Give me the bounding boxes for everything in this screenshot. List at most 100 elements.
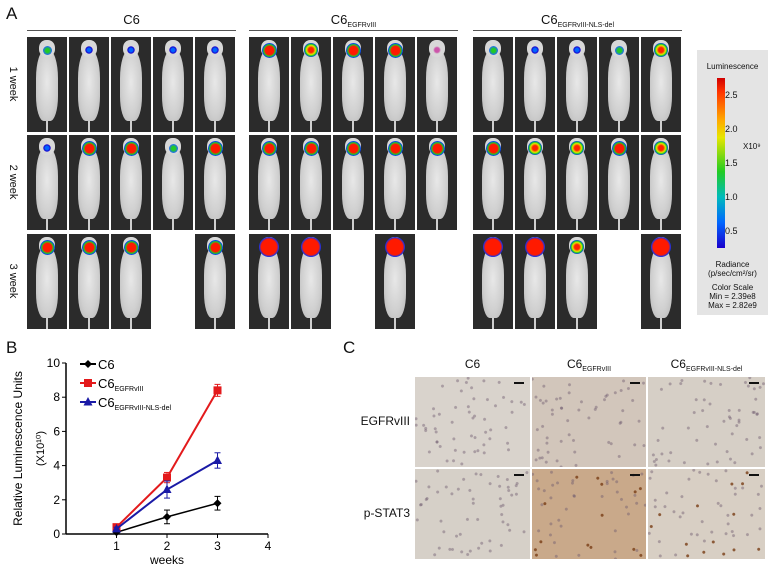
luminescence-colorbar (717, 78, 725, 248)
mouse-image (599, 135, 639, 230)
y-axis-label: Relative Luminescence Units (11, 371, 25, 526)
scale-bar (749, 474, 759, 476)
mouse-image (557, 135, 597, 230)
colorbar-tick: 2.0 (725, 124, 738, 134)
data-point-marker (163, 473, 171, 482)
column-subscript: EGFRvIII (582, 366, 612, 373)
luminescence-signal (207, 140, 223, 156)
group-name: C6 (330, 12, 348, 27)
luminescence-signal (531, 46, 539, 54)
legend-label-1: C6EGFRvIII (98, 376, 143, 393)
y-tick-label: 4 (53, 459, 60, 473)
luminescence-signal (573, 46, 581, 54)
mouse-image (375, 135, 415, 230)
mouse-image (195, 37, 235, 132)
legend-marker (84, 379, 92, 387)
radiance-unit: (p/sec/cm²/sr) (708, 269, 757, 278)
mouse-image (375, 37, 415, 132)
luminescence-signal (433, 46, 441, 54)
legend-name: C6 (98, 376, 115, 391)
ihc-micrograph (648, 469, 765, 559)
mouse-image (473, 135, 513, 230)
x-tick-label: 1 (113, 539, 120, 553)
group-underline (473, 30, 682, 31)
y-tick-label: 2 (53, 493, 60, 507)
scale-bar (514, 382, 524, 384)
luminescence-signal (345, 140, 361, 156)
mouse-image (515, 37, 555, 132)
luminescence-signal (123, 140, 139, 156)
mouse-image (195, 135, 235, 230)
scale-bar (749, 382, 759, 384)
panel-a-letter: A (6, 4, 18, 23)
mouse-image (417, 135, 457, 230)
data-point-marker (213, 455, 222, 464)
mouse-image (69, 234, 109, 329)
legend-name: C6 (98, 357, 115, 372)
mouse-image (515, 135, 555, 230)
luminescence-signal (301, 237, 321, 257)
group-underline (249, 30, 458, 31)
mouse-image (69, 37, 109, 132)
mouse-image (473, 37, 513, 132)
mouse-image (249, 135, 289, 230)
mouse-image (291, 234, 331, 329)
luminescence-signal (207, 239, 223, 255)
mouse-image (641, 234, 681, 329)
week-row-label: 2 week (7, 164, 19, 199)
legend-subscript: EGFRvIII (115, 386, 144, 393)
luminescence-signal (168, 143, 178, 153)
scale-bar (630, 474, 640, 476)
luminescence-signal (42, 45, 52, 55)
y-axis-multiplier: (X10¹⁰) (35, 431, 47, 466)
mouse-image (111, 234, 151, 329)
mouse-image (333, 135, 373, 230)
legend-marker (83, 397, 93, 406)
ihc-micrograph (415, 469, 530, 559)
luminescence-signal (528, 141, 542, 155)
scale-bar (514, 474, 524, 476)
mouse-image (641, 37, 681, 132)
luminescence-signal (483, 237, 503, 257)
group-title: C6EGFRvIII (249, 12, 458, 29)
luminescence-signal (651, 237, 671, 257)
week-row-label: 1 week (7, 66, 19, 101)
luminescence-signal (81, 239, 97, 255)
luminescence-signal (169, 46, 177, 54)
colorbar-tick: 0.5 (725, 226, 738, 236)
column-name: C6 (464, 357, 481, 371)
luminescence-signal (43, 144, 51, 152)
data-point-marker (163, 512, 171, 521)
luminescence-signal (304, 43, 318, 57)
ihc-micrograph (648, 377, 765, 467)
mouse-image (473, 234, 513, 329)
x-axis-label: weeks (149, 553, 184, 567)
luminescence-signal (387, 42, 403, 58)
data-point-marker (213, 499, 222, 508)
ihc-micrograph (415, 377, 530, 467)
data-point-marker (162, 484, 172, 494)
week-row-label: 3 week (7, 263, 19, 298)
y-tick-label: 0 (53, 527, 60, 541)
group-subscript: EGFRvIII (347, 22, 377, 29)
mouse-image (195, 234, 235, 329)
mouse-image (153, 37, 193, 132)
mouse-image (291, 37, 331, 132)
luminescence-signal (385, 237, 405, 257)
luminescence-signal (261, 42, 277, 58)
panel-b-letter: B (6, 338, 18, 357)
ihc-column-title: C6 (415, 357, 530, 373)
luminescence-signal (570, 141, 584, 155)
mouse-image (333, 37, 373, 132)
luminescence-signal (654, 141, 668, 155)
color-scale-max: Max = 2.82e9 (708, 301, 757, 310)
y-tick-label: 10 (47, 356, 61, 370)
legend-marker (84, 360, 92, 368)
color-scale-title: Color Scale (711, 283, 754, 292)
colorbar-tick: 2.5 (725, 90, 738, 100)
column-name: C6 (566, 357, 583, 371)
group-title: C6 (27, 12, 236, 29)
mouse-image (249, 37, 289, 132)
luminescence-signal (39, 239, 55, 255)
